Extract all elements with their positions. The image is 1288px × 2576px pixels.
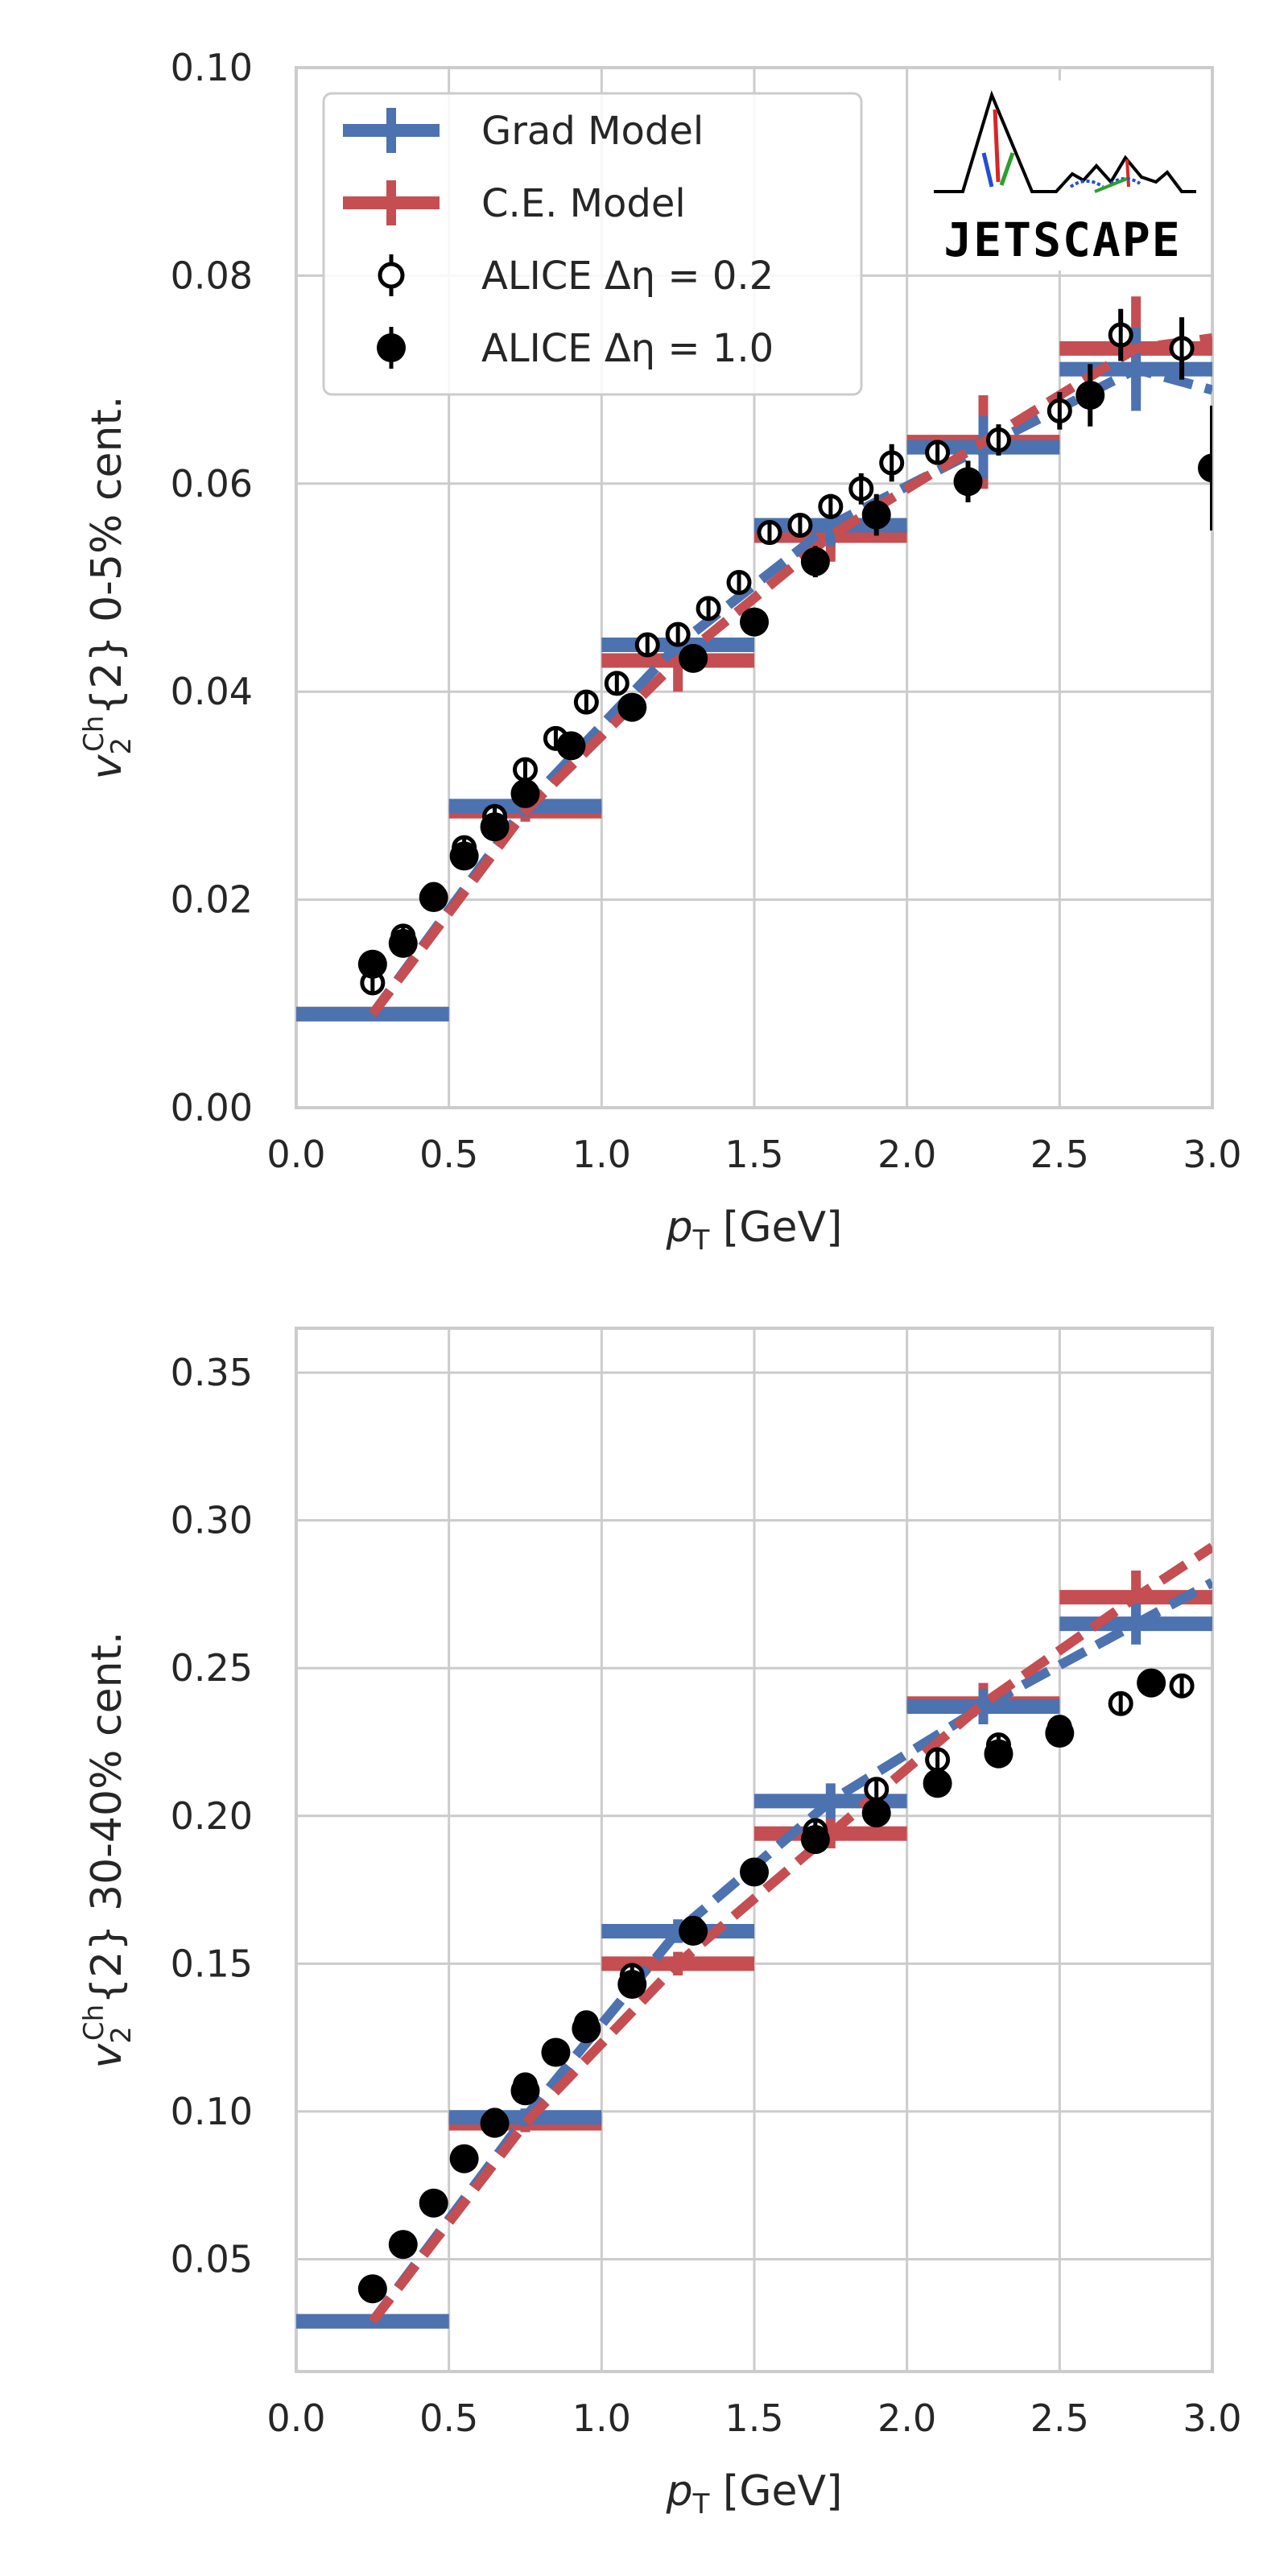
data-point-filled — [510, 2076, 540, 2106]
data-point-filled — [679, 1916, 708, 1946]
legend-label: C.E. Model — [481, 181, 686, 226]
x-tick-label: 2.5 — [1030, 1133, 1089, 1176]
data-point-filled — [357, 2274, 387, 2304]
y-tick-label: 0.30 — [171, 1499, 253, 1542]
y-tick-label: 0.20 — [171, 1794, 253, 1838]
data-point-filled — [679, 643, 708, 673]
legend-item: ALICE Δη = 0.2 — [378, 254, 774, 299]
data-point-filled — [510, 778, 540, 808]
legend-item: C.E. Model — [343, 180, 686, 226]
data-point-filled — [541, 2037, 571, 2067]
data-point-filled — [388, 2230, 418, 2260]
data-point-filled — [480, 2108, 510, 2138]
data-point-filled — [388, 928, 418, 958]
legend-label: ALICE Δη = 1.0 — [481, 326, 774, 371]
model-curve-ce — [369, 332, 1212, 1018]
y-tick-label: 0.25 — [171, 1646, 253, 1690]
x-axis-label: pT [GeV] — [666, 2467, 843, 2520]
data-point-filled — [617, 1970, 647, 2000]
x-tick-label: 0.0 — [266, 1133, 325, 1176]
y-tick-label: 0.35 — [171, 1351, 253, 1394]
plot-area — [296, 1542, 1212, 2329]
data-point-filled — [923, 1769, 952, 1798]
x-tick-label: 3.0 — [1183, 1133, 1241, 1176]
data-point-filled — [449, 841, 479, 871]
x-tick-label: 2.0 — [877, 1133, 936, 1176]
x-tick-label: 2.5 — [1030, 2396, 1089, 2440]
panel-0-5-percent: 0.0 0.5 1.0 1.5 2.0 2.5 3.0 0.00 0.02 0.04 0.06 0.0… — [78, 46, 1242, 1257]
legend-item: ALICE Δη = 1.0 — [377, 326, 774, 371]
data-point-filled — [1045, 1718, 1075, 1748]
logo-blue-track — [981, 152, 994, 188]
data-point-filled — [1075, 380, 1105, 410]
series-alice-filled — [357, 364, 1212, 979]
y-tick-label: 0.08 — [171, 254, 253, 297]
data-point-filled — [953, 467, 983, 497]
data-point-filled — [572, 2014, 601, 2044]
data-point-filled — [800, 547, 830, 576]
x-tick-label: 0.5 — [419, 2396, 478, 2440]
logo-green-track — [999, 152, 1015, 186]
x-tick-label: 0.5 — [419, 1133, 478, 1176]
legend-handle-marker — [378, 262, 405, 289]
axes-frame — [295, 1327, 1214, 2373]
y-tick-label: 0.06 — [171, 462, 253, 506]
y-tick-label: 0.15 — [171, 1942, 253, 1985]
legend-handle-marker — [377, 333, 406, 362]
data-point-filled — [800, 1825, 830, 1855]
x-axis-label: pT [GeV] — [666, 1203, 843, 1257]
data-point-filled — [617, 692, 647, 722]
data-point-filled — [419, 2188, 448, 2218]
logo-background — [926, 80, 1199, 270]
data-point-filled — [449, 2144, 479, 2174]
data-point-filled — [556, 731, 586, 761]
x-tick-label: 2.0 — [877, 2396, 936, 2440]
y-tick-label: 0.10 — [171, 46, 253, 89]
data-point-filled — [1198, 453, 1212, 483]
data-point-filled — [357, 949, 387, 979]
logo-red-track-2 — [1125, 159, 1130, 188]
data-point-filled — [740, 607, 769, 637]
data-point-filled — [1137, 1668, 1166, 1698]
x-tick-label: 3.0 — [1183, 2396, 1241, 2440]
legend-box — [322, 92, 863, 396]
plot-area — [296, 296, 1212, 1022]
axes-frame — [295, 66, 1214, 1109]
data-point-filled — [984, 1739, 1013, 1769]
y-axis-label: v2Ch{2} 30-40% cent. — [78, 1632, 138, 2069]
data-point-filled — [861, 1798, 891, 1828]
x-tick-label: 1.5 — [724, 1133, 783, 1176]
y-tick-label: 0.00 — [171, 1086, 253, 1129]
logo-blue-waves — [1069, 177, 1141, 188]
y-tick-label: 0.04 — [171, 670, 253, 713]
legend: Grad Model C.E. Model ALICE Δη = 0.2 ALICE … — [322, 92, 863, 396]
x-tick-label: 1.0 — [572, 1133, 631, 1176]
data-point-filled — [480, 812, 510, 842]
panel-30-40-percent: 0.0 0.5 1.0 1.5 2.0 2.5 3.0 0.05 0.10 0.15 0.20 0.2… — [78, 1327, 1242, 2520]
y-axis-label: v2Ch{2} 0-5% cent. — [78, 396, 138, 780]
jetscape-logo: JETSCAPE — [926, 80, 1199, 270]
y-tick-label: 0.05 — [171, 2237, 253, 2281]
data-point-filled — [740, 1857, 769, 1887]
x-tick-label: 1.0 — [572, 2396, 631, 2440]
logo-peak-outline — [934, 90, 1196, 193]
x-tick-label: 0.0 — [266, 2396, 325, 2440]
data-point-filled — [419, 883, 448, 913]
data-point-filled — [861, 500, 891, 530]
series-alice-filled — [357, 1668, 1166, 2304]
x-tick-label: 1.5 — [724, 2396, 783, 2440]
legend-item: Grad Model — [343, 108, 704, 154]
y-tick-label: 0.02 — [171, 878, 253, 922]
legend-label: Grad Model — [481, 109, 704, 154]
model-curve-ce — [369, 1542, 1212, 2325]
legend-label: ALICE Δη = 0.2 — [481, 254, 774, 299]
logo-text: JETSCAPE — [943, 213, 1181, 267]
logo-green-track-2 — [1094, 177, 1128, 193]
y-tick-label: 0.10 — [171, 2090, 253, 2133]
logo-red-track — [993, 109, 1001, 183]
